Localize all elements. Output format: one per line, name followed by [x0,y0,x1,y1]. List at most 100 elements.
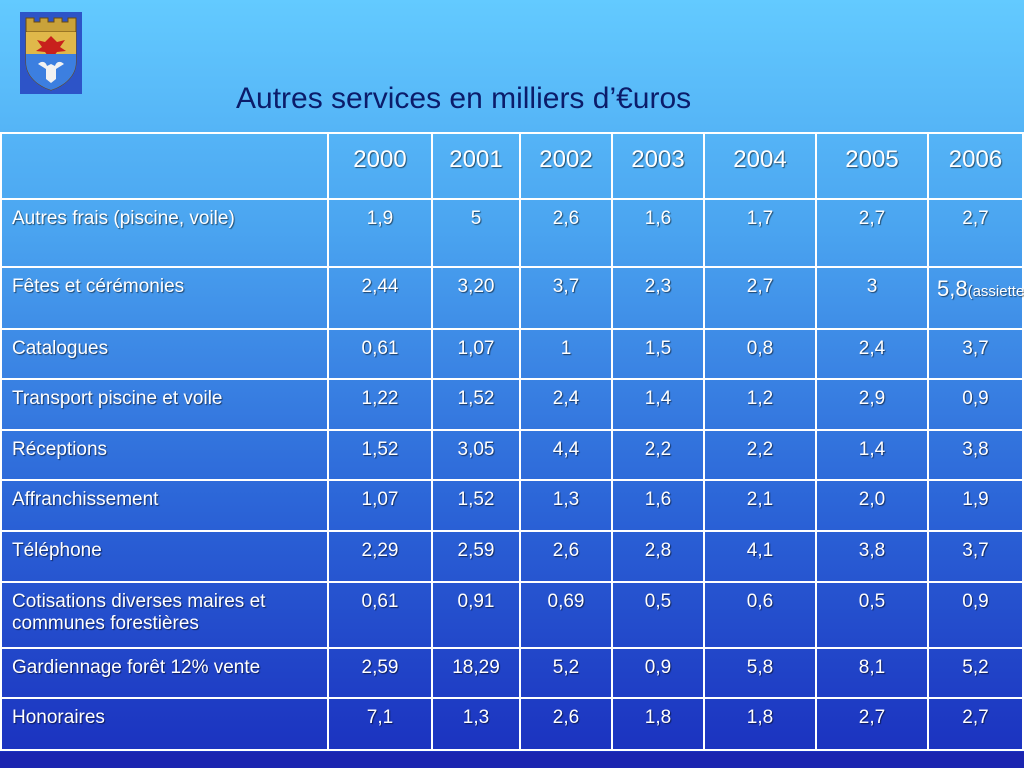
value-text: 2,6 [552,208,580,229]
value-cell: 2,8 [611,530,705,583]
value-text: 5,8 [746,657,774,678]
value-text: 1,8 [644,707,672,728]
value-cell: 1,7 [703,198,817,268]
row-label: Transport piscine et voile [0,378,329,431]
value-text: 3,7 [552,276,580,297]
value-cell: 2,3 [611,266,705,330]
value-text: 2,6 [552,540,580,561]
value-text: 0,5 [858,591,886,612]
value-cell: 1,9 [327,198,433,268]
row-label: Affranchissement [0,479,329,532]
value-cell: 0,69 [519,581,613,649]
value-text: 2,6 [552,707,580,728]
year-header: 2002 [519,132,613,200]
value-cell: 2,29 [327,530,433,583]
value-cell: 3 [815,266,929,330]
value-text: 2,59 [361,657,399,678]
value-text: 2,8 [644,540,672,561]
value-text: 7,1 [366,707,394,728]
value-cell: 5,8 [703,647,817,699]
value-cell: 4,4 [519,429,613,481]
value-cell: 1 [519,328,613,380]
value-text: 2,2 [746,439,774,460]
value-cell: 2,7 [703,266,817,330]
value-cell: 7,1 [327,697,433,751]
value-cell: 2,7 [927,697,1024,751]
value-text: 2,4 [858,338,886,359]
value-cell: 2,2 [703,429,817,481]
value-text: 1,7 [746,208,774,229]
value-text: 2,7 [962,707,989,728]
value-note: (assiettes) [967,283,1024,300]
value-cell: 0,9 [611,647,705,699]
value-cell: 0,9 [927,378,1024,431]
value-text: 2,9 [858,388,886,409]
value-cell: 5,8(assiettes) [927,266,1024,330]
value-text: 1,52 [457,388,495,409]
value-text: 2,7 [746,276,774,297]
value-cell: 0,9 [927,581,1024,649]
table-row: Téléphone 2,29 2,59 2,6 2,8 4,1 3,8 3,7 [0,530,1024,583]
value-cell: 0,8 [703,328,817,380]
value-cell: 1,6 [611,198,705,268]
coat-of-arms-logo [20,12,82,94]
year-header: 2001 [431,132,521,200]
value-cell: 2,6 [519,198,613,268]
value-cell: 3,05 [431,429,521,481]
value-text: 1,07 [457,338,495,359]
row-label: Gardiennage forêt 12% vente [0,647,329,699]
value-text: 0,91 [457,591,495,612]
table-row: Catalogues 0,61 1,07 1 1,5 0,8 2,4 3,7 [0,328,1024,380]
value-text: 5 [470,208,482,229]
value-text: 1,8 [746,707,774,728]
value-cell: 1,6 [611,479,705,532]
value-cell: 3,8 [927,429,1024,481]
value-text: 1,52 [457,489,495,510]
value-cell: 1,8 [703,697,817,751]
value-cell: 3,8 [815,530,929,583]
year-header: 2005 [815,132,929,200]
value-text: 0,5 [644,591,672,612]
value-cell: 3,7 [519,266,613,330]
value-text: 0,61 [361,338,399,359]
value-text: 2,4 [552,388,580,409]
row-label: Autres frais (piscine, voile) [0,198,329,268]
value-cell: 1,22 [327,378,433,431]
value-cell: 0,91 [431,581,521,649]
value-cell: 1,07 [431,328,521,380]
value-cell: 2,7 [815,697,929,751]
value-cell: 1,4 [815,429,929,481]
value-text: 0,6 [746,591,774,612]
value-cell: 4,1 [703,530,817,583]
value-text: 4,1 [746,540,774,561]
value-text: 2,7 [858,208,886,229]
value-cell: 1,8 [611,697,705,751]
value-text: 1 [560,338,572,359]
value-cell: 5,2 [519,647,613,699]
value-text: 5,2 [552,657,580,678]
value-cell: 2,1 [703,479,817,532]
value-text: 0,9 [962,388,989,409]
value-cell: 1,4 [611,378,705,431]
value-cell: 2,59 [431,530,521,583]
value-cell: 1,3 [431,697,521,751]
value-text: 3 [866,276,878,297]
table-row: Réceptions 1,52 3,05 4,4 2,2 2,2 1,4 3,8 [0,429,1024,481]
value-text: 0,61 [361,591,399,612]
value-cell: 1,2 [703,378,817,431]
value-text: 1,6 [644,489,672,510]
year-header: 2004 [703,132,817,200]
value-cell: 1,3 [519,479,613,532]
value-text: 1,3 [462,707,490,728]
table-row: Affranchissement 1,07 1,52 1,3 1,6 2,1 2,0 1,9 [0,479,1024,532]
value-text: 3,7 [962,338,989,359]
value-cell: 0,61 [327,328,433,380]
table-row: Transport piscine et voile 1,22 1,52 2,4 1,4… [0,378,1024,431]
value-cell: 3,7 [927,328,1024,380]
value-text: 3,20 [457,276,495,297]
value-text: 3,8 [962,439,989,460]
row-label: Téléphone [0,530,329,583]
value-text: 0,9 [962,591,989,612]
header-row: 2000 2001 2002 2003 2004 2005 2006 [0,132,1024,200]
value-text: 8,1 [858,657,886,678]
